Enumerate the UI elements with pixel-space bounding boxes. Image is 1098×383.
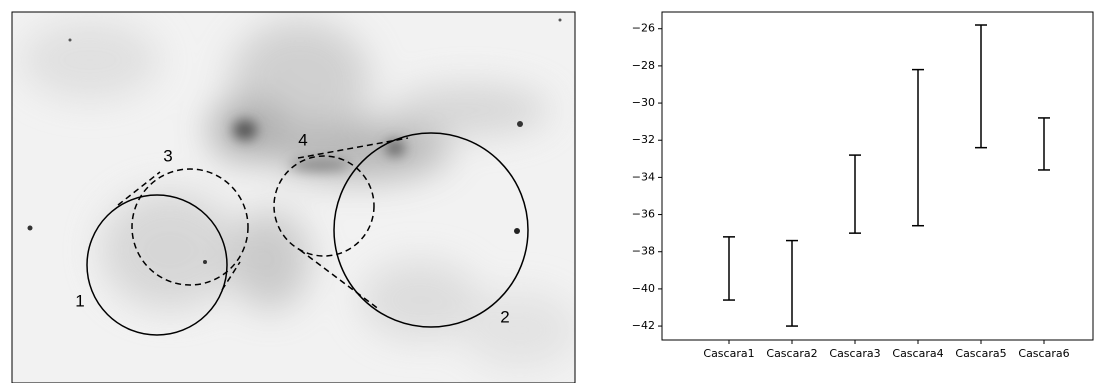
x-tick-label: Cascara6 — [1018, 347, 1069, 360]
connector — [117, 171, 161, 206]
nebula-image — [12, 12, 575, 383]
regions — [86, 132, 529, 336]
region-circle — [333, 132, 529, 328]
connector — [299, 249, 381, 311]
y-tick-label: −26 — [632, 22, 655, 35]
y-tick-label: −42 — [632, 319, 655, 332]
region-circle — [273, 155, 375, 257]
plot-frame — [661, 11, 1094, 341]
y-tick-label: −32 — [632, 133, 655, 146]
region-circle — [86, 194, 228, 336]
y-tick-label: −40 — [632, 282, 655, 295]
region-label: 3 — [163, 146, 172, 165]
connector — [221, 261, 241, 291]
image-frame — [11, 11, 576, 383]
y-tick-label: −28 — [632, 59, 655, 72]
y-tick-label: −34 — [632, 170, 655, 183]
y-tick-label: −36 — [632, 208, 655, 221]
x-tick-label: Cascara2 — [766, 347, 817, 360]
region-label: 2 — [500, 307, 509, 326]
region-circle — [131, 168, 249, 286]
x-tick-label: Cascara1 — [703, 347, 754, 360]
y-tick-label: −38 — [632, 245, 655, 258]
region-label: 4 — [298, 130, 307, 149]
connector — [297, 137, 409, 159]
y-tick-label: −30 — [632, 96, 655, 109]
x-tick-label: Cascara4 — [892, 347, 943, 360]
x-tick-label: Cascara3 — [829, 347, 880, 360]
region-label: 1 — [75, 291, 84, 310]
x-tick-label: Cascara5 — [955, 347, 1006, 360]
